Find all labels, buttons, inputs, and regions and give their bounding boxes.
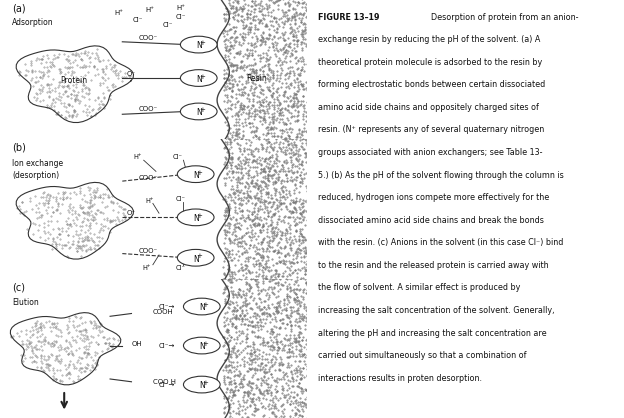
Text: Cl⁻: Cl⁻: [132, 16, 143, 23]
Circle shape: [177, 209, 214, 226]
Text: Ion exchange: Ion exchange: [12, 158, 64, 168]
Circle shape: [177, 166, 214, 183]
Text: +: +: [202, 302, 208, 308]
Text: H⁺: H⁺: [134, 154, 142, 161]
Text: H⁺: H⁺: [145, 198, 154, 204]
Text: COO⁻: COO⁻: [139, 35, 158, 41]
Text: Cl⁻: Cl⁻: [175, 14, 186, 20]
Text: H⁺: H⁺: [142, 265, 151, 270]
Text: N: N: [196, 108, 202, 117]
Text: groups associated with anion exchangers; see Table 13-: groups associated with anion exchangers;…: [318, 148, 543, 157]
Text: altering the pH and increasing the salt concentration are: altering the pH and increasing the salt …: [318, 329, 547, 338]
Text: Cl⁻→: Cl⁻→: [159, 342, 175, 349]
Text: N: N: [199, 303, 205, 312]
Text: N: N: [193, 171, 198, 180]
Text: the flow of solvent. A similar effect is produced by: the flow of solvent. A similar effect is…: [318, 283, 520, 293]
Text: forming electrostatic bonds between certain dissociated: forming electrostatic bonds between cert…: [318, 80, 545, 89]
Text: interactions results in proten desorption.: interactions results in proten desorptio…: [318, 374, 482, 383]
Text: +: +: [199, 40, 205, 46]
Text: +: +: [196, 213, 202, 219]
Text: Cl⁻: Cl⁻: [175, 265, 185, 270]
Text: Protein: Protein: [60, 76, 87, 85]
Text: N: N: [193, 255, 198, 264]
Text: +: +: [202, 380, 208, 386]
Text: reduced, hydrogen ions compete more effectively for the: reduced, hydrogen ions compete more effe…: [318, 193, 550, 202]
Text: Cl⁻→: Cl⁻→: [159, 303, 175, 310]
Text: COO⁻: COO⁻: [139, 106, 158, 112]
Text: amino acid side chains and oppositely charged sites of: amino acid side chains and oppositely ch…: [318, 103, 539, 112]
Text: N: N: [196, 75, 202, 84]
Text: Cl⁻: Cl⁻: [172, 154, 182, 161]
Text: COO H: COO H: [153, 379, 176, 385]
Circle shape: [180, 70, 217, 87]
Text: H⁺: H⁺: [176, 5, 185, 11]
Text: +: +: [196, 253, 202, 260]
Circle shape: [183, 298, 220, 315]
Text: FIGURE 13–19: FIGURE 13–19: [318, 13, 385, 22]
Text: theoretical protein molecule is adsorbed to the resin by: theoretical protein molecule is adsorbed…: [318, 58, 542, 67]
Text: Cl⁻: Cl⁻: [163, 22, 173, 28]
Text: (desorption): (desorption): [12, 171, 59, 180]
Text: N: N: [193, 214, 198, 223]
Circle shape: [180, 103, 217, 120]
Text: +: +: [202, 341, 208, 347]
Text: resin. (N⁺ represents any of several quaternary nitrogen: resin. (N⁺ represents any of several qua…: [318, 125, 545, 135]
Circle shape: [183, 376, 220, 393]
Text: OH: OH: [132, 341, 142, 347]
Text: Adsorption: Adsorption: [12, 18, 54, 27]
Text: O⁻: O⁻: [127, 210, 136, 216]
Text: +: +: [196, 170, 202, 176]
Text: Cl⁻: Cl⁻: [175, 196, 185, 202]
Text: +: +: [199, 107, 205, 113]
Text: with the resin. (c) Anions in the solvent (in this case Cl⁻) bind: with the resin. (c) Anions in the solven…: [318, 238, 563, 247]
Text: H⁺: H⁺: [145, 7, 154, 13]
Text: H⁺: H⁺: [115, 10, 124, 15]
Text: exchange resin by reducing the pH of the solvent. (a) A: exchange resin by reducing the pH of the…: [318, 35, 540, 44]
Text: 5.) (b) As the pH of the solvent flowing through the column is: 5.) (b) As the pH of the solvent flowing…: [318, 171, 564, 180]
Text: Resin: Resin: [246, 74, 267, 82]
Text: COO⁻: COO⁻: [139, 248, 158, 254]
Text: Cl⁻→: Cl⁻→: [159, 382, 175, 387]
Text: Desorption of protein from an anion-: Desorption of protein from an anion-: [431, 13, 578, 22]
Text: (c): (c): [12, 282, 25, 292]
Text: N: N: [199, 342, 205, 352]
Text: N: N: [199, 382, 205, 390]
Text: dissociated amino acid side chains and break the bonds: dissociated amino acid side chains and b…: [318, 216, 544, 225]
Text: to the resin and the released protein is carried away with: to the resin and the released protein is…: [318, 261, 549, 270]
Circle shape: [180, 36, 217, 53]
Text: O⁻: O⁻: [127, 71, 136, 77]
Text: COO⁻: COO⁻: [139, 175, 158, 181]
Circle shape: [183, 337, 220, 354]
Text: (b): (b): [12, 143, 26, 153]
Text: COOH: COOH: [153, 309, 173, 315]
Circle shape: [177, 250, 214, 266]
Text: Elution: Elution: [12, 298, 39, 307]
Text: N: N: [196, 41, 202, 51]
Text: increasing the salt concentration of the solvent. Generally,: increasing the salt concentration of the…: [318, 306, 555, 315]
Text: carried out simultaneously so that a combination of: carried out simultaneously so that a com…: [318, 351, 527, 360]
Text: (a): (a): [12, 3, 26, 13]
Text: +: +: [199, 74, 205, 80]
